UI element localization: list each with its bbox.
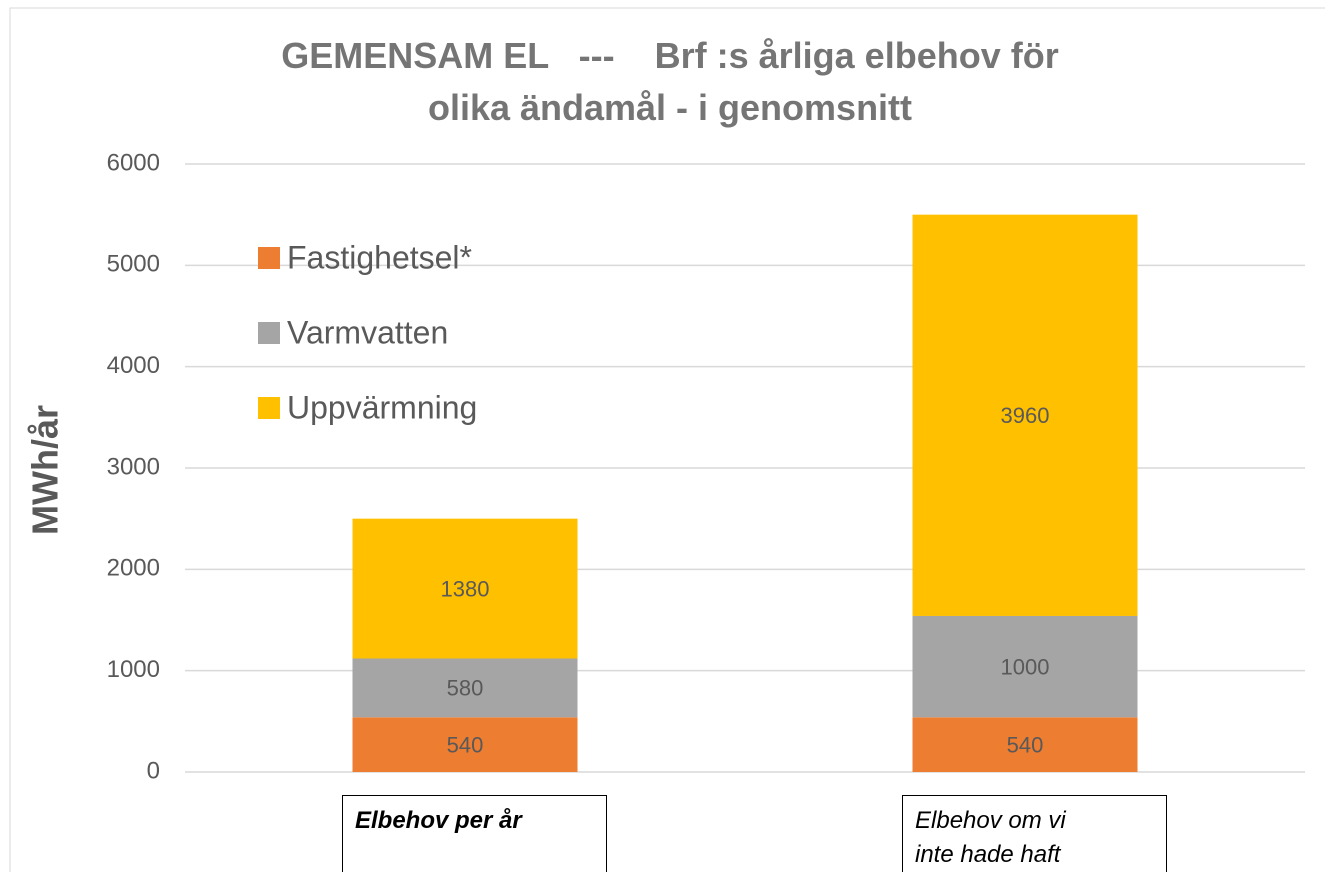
bar-segment <box>912 214 1138 616</box>
y-tick-label: 1000 <box>107 656 160 683</box>
bar-segment <box>352 717 578 772</box>
legend-swatch <box>258 247 280 269</box>
value-label: 540 <box>447 732 484 757</box>
legend-label: Fastighetsel* <box>287 239 472 275</box>
value-label: 3960 <box>1001 403 1050 428</box>
category-label: Elbehov om vi inte hade haft <box>902 795 1167 872</box>
legend-label: Uppvärmning <box>287 389 477 425</box>
chart-border <box>9 7 1325 872</box>
chart-title: GEMENSAM EL --- Brf :s årliga elbehov fö… <box>281 35 1069 128</box>
y-tick-label: 2000 <box>107 555 160 582</box>
y-tick-label: 5000 <box>107 251 160 278</box>
value-label: 580 <box>447 676 484 701</box>
value-label: 540 <box>1007 732 1044 757</box>
y-axis-label: MWh/år <box>25 405 66 535</box>
bar-segment <box>912 615 1138 718</box>
legend-label: Varmvatten <box>287 314 448 350</box>
bar-segment <box>912 717 1138 772</box>
bar-segment <box>352 658 578 718</box>
y-tick-label: 3000 <box>107 453 160 480</box>
legend-swatch <box>258 322 280 344</box>
y-tick-label: 4000 <box>107 352 160 379</box>
legend-swatch <box>258 397 280 419</box>
y-tick-label: 6000 <box>107 149 160 176</box>
value-label: 1380 <box>441 576 490 601</box>
value-label: 1000 <box>1001 654 1050 679</box>
category-label: Elbehov per år <box>342 795 607 872</box>
bar-segment <box>352 518 578 659</box>
y-tick-label: 0 <box>147 757 160 784</box>
